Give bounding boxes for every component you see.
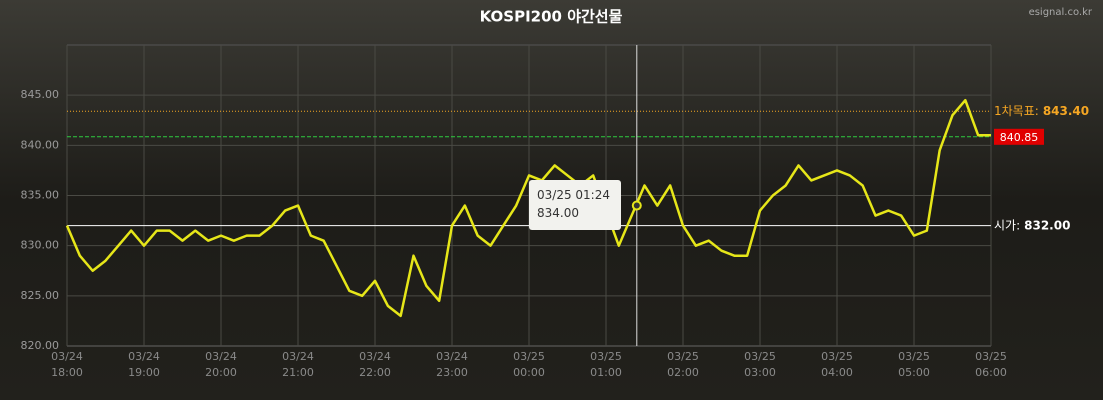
x-tick-label: 03/24 18:00 [51,350,83,379]
x-tick-label: 03/25 00:00 [513,350,545,379]
x-tick-label: 03/24 22:00 [359,350,391,379]
x-tick-label: 03/24 19:00 [128,350,160,379]
y-tick-label: 835.00 [21,189,60,202]
tooltip-time: 03/25 01:24 [537,188,610,202]
watermark: esignal.co.kr [1029,7,1093,18]
reference-name: 1차목표: [994,104,1039,118]
price-line [65,98,991,318]
x-tick-label: 03/24 20:00 [205,350,237,379]
x-tick-label: 03/24 23:00 [436,350,468,379]
tooltip: 03/25 01:24 834.00 [529,180,621,230]
x-tick-label: 03/25 01:00 [590,350,622,379]
price-badge [994,128,1044,145]
x-tick-label: 03/25 06:00 [975,350,1007,379]
y-tick-label: 825.00 [21,289,60,302]
chart-title: KOSPI200 야간선물 [480,8,623,26]
x-tick-label: 03/24 21:00 [282,350,314,379]
reference-label: 1차목표: 843.40 [994,104,1089,118]
x-tick-label: 03/25 05:00 [898,350,930,379]
tooltip-value: 834.00 [537,206,579,220]
reference-value: 843.40 [1043,104,1089,118]
x-tick-label: 03/25 02:00 [667,350,699,379]
y-tick-label: 820.00 [21,339,60,352]
reference-name: 시가: [994,218,1020,232]
tooltip-point [631,200,642,211]
x-tick-label: 03/25 04:00 [821,350,853,379]
y-tick-label: 830.00 [21,239,60,252]
y-tick-label: 845.00 [21,88,60,101]
price-badge-label: 840.85 [1000,131,1039,144]
x-tick-label: 03/25 03:00 [744,350,776,379]
reference-value: 832.00 [1024,218,1070,232]
y-tick-label: 840.00 [21,138,60,151]
reference-label: 시가: 832.00 [994,218,1070,232]
